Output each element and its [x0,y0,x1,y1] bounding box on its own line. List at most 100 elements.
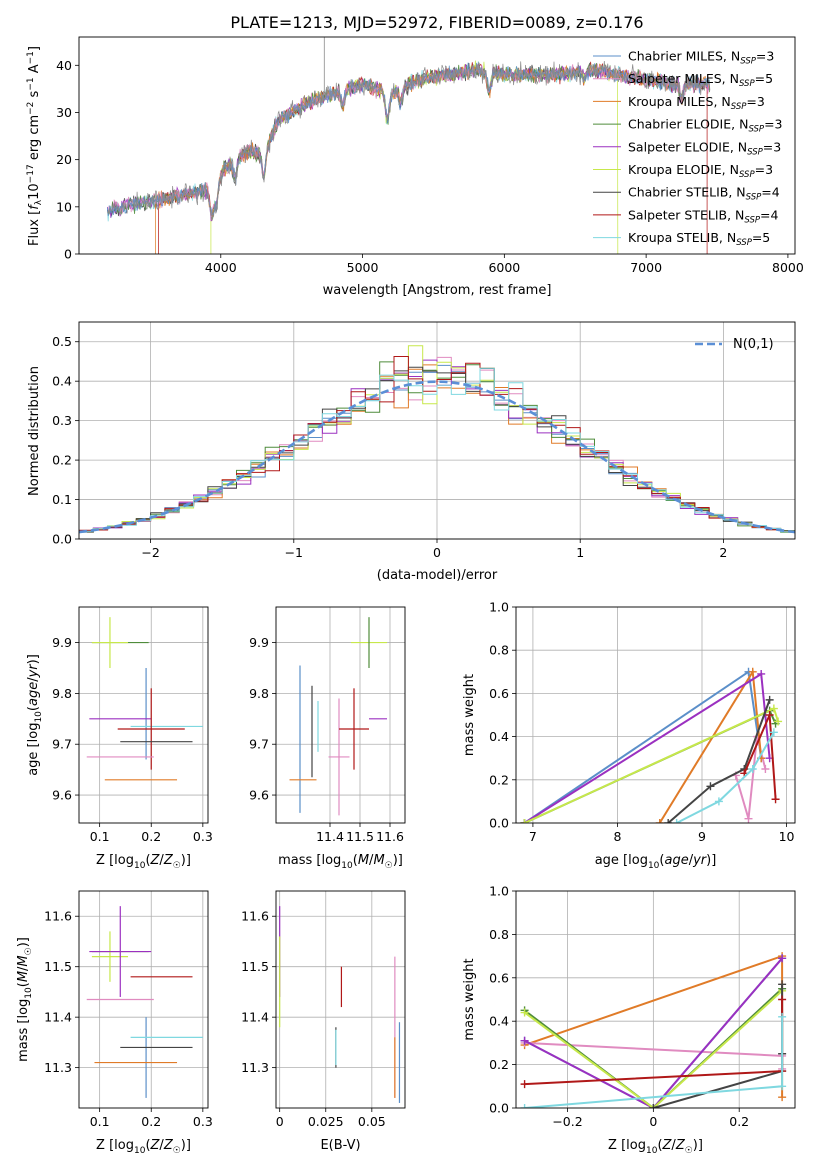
observed-spectrum-line [107,60,711,221]
weight-marker [778,954,787,963]
x-tick-label: 0.05 [358,1114,386,1129]
weight-marker [520,1104,529,1108]
weight-line [524,707,780,823]
x-axis-label: wavelength [Angstrom, rest frame] [323,283,552,298]
weight-marker [655,819,664,823]
axes-frame [275,606,406,824]
y-tick-label: 9.9 [52,635,72,650]
y-tick-label: 0.0 [52,532,72,547]
weight-line [524,990,783,1108]
x-axis-label: E(B-V) [320,1138,360,1153]
y-tick-label: 11.3 [241,1060,269,1075]
weight-marker [748,765,757,773]
y-tick-label: 0.3 [52,413,72,428]
x-tick-label: 11.4 [316,829,344,844]
legend-label: Salpeter STELIB, NSSP=4 [628,207,778,225]
y-tick-label: 11.5 [44,959,72,974]
weight-marker [778,1082,787,1091]
x-tick-label: 5000 [347,260,379,275]
weight-marker [672,819,681,823]
y-tick-label: 9.6 [249,788,269,803]
grid-lines [276,607,405,823]
x-tick-label: 0.2 [141,1114,161,1129]
y-axis-label: Flux [fλ10−17 erg cm−2 s−1 A−1] [26,46,44,246]
x-tick-label: 8 [613,829,621,844]
x-tick-label: 1 [576,545,584,560]
legend-label: Kroupa ELODIE, NSSP=3 [628,162,773,180]
figure-title: PLATE=1213, MJD=52972, FIBERID=0089, z=0… [230,13,643,32]
y-tick-label: 1.0 [489,884,509,899]
weight-line [523,987,783,1108]
weight-line [667,699,771,823]
x-tick-label: 0 [649,1114,657,1129]
legend: Chabrier MILES, NSSP=3 Salpeter MILES, NS… [593,49,783,248]
legend-label: Salpeter ELODIE, NSSP=3 [628,139,781,157]
weight-marker [520,819,529,823]
data-area [107,37,711,254]
y-tick-label: 40 [56,58,72,73]
spectrum-line [158,61,708,254]
y-tick-label: 11.6 [44,909,72,924]
y-tick-label: 20 [56,152,72,167]
y-tick-label: 9.7 [52,737,72,752]
plot-mass-vs-ebv: 0 0.025 0.05 11.3 11.4 11.5 11.6 E(B-V) [241,890,406,1153]
axes-frame [275,890,406,1109]
y-tick-label: 0.0 [489,816,509,831]
x-tick-label: 7000 [630,260,662,275]
legend-label: Kroupa MILES, NSSP=3 [628,94,765,112]
y-tick-label: 0.4 [52,374,72,389]
x-tick-label: 11.5 [346,829,374,844]
grid-lines [79,891,208,1108]
legend-label: Chabrier STELIB, NSSP=4 [628,185,780,203]
weight-marker [765,695,774,704]
weight-marker [744,814,753,823]
x-axis-label: Z [log10(Z/Z☉)] [96,853,191,871]
y-tick-label: 10 [56,199,72,214]
axes-frame [515,890,796,1109]
y-tick-label: 0.6 [489,970,509,985]
spectrum-line [210,60,619,254]
legend-label: Chabrier MILES, NSSP=3 [628,49,774,67]
x-tick-label: 0.3 [193,829,213,844]
y-tick-label: 0.2 [489,772,509,787]
y-tick-label: 0.2 [489,1057,509,1072]
x-tick-label: −0.2 [552,1114,582,1129]
plot-weight-vs-age: 7 8 9 10 0.0 0.2 0.4 0.6 0.8 1.0 age [log10(age/yr… [462,600,796,871]
plot-age-vs-Z: 0.1 0.2 0.3 9.6 9.7 9.8 9.9 Z [log10(Z/Z☉)] age … [26,606,213,871]
weight-marker [774,717,783,726]
y-tick-label: 0.6 [489,686,509,701]
y-tick-label: 0.8 [489,927,509,942]
weight-line [524,957,783,1108]
x-tick-label: 0.3 [193,1114,213,1129]
y-tick-label: 9.8 [249,686,269,701]
y-tick-label: 30 [56,105,72,120]
y-tick-label: 0.4 [489,729,509,744]
weight-marker [778,995,787,1004]
y-axis-label: mass weight [462,958,477,1040]
weight-line [523,672,771,823]
weight-marker [765,711,774,719]
x-axis-label: mass [log10(M/M☉)] [278,853,403,871]
plot-spectrum: 4000 5000 6000 7000 8000 0 10 20 30 40 Chabrier MI… [26,36,804,298]
legend-label: Salpeter MILES, NSSP=5 [628,71,773,89]
x-tick-label: 0.025 [308,1114,344,1129]
weight-marker [761,765,770,773]
y-tick-label: 11.6 [241,909,269,924]
weight-marker [771,795,780,804]
axes-frame [78,890,209,1109]
weight-marker [649,1104,658,1108]
y-tick-label: 11.3 [44,1060,72,1075]
y-tick-label: 0.2 [52,453,72,468]
x-tick-label: 0.2 [729,1114,749,1129]
plot-mass-vs-Z: 0.1 0.2 0.3 11.3 11.4 11.5 11.6 Z [log10(Z/Z☉)]… [16,890,213,1156]
weight-marker [706,782,715,791]
x-tick-label: −1 [285,545,303,560]
weight-marker [778,1012,787,1021]
x-axis-label: Z [log10(Z/Z☉)] [608,1138,703,1156]
x-tick-label: 0.2 [141,829,161,844]
weight-marker [714,797,723,806]
weight-marker [520,1080,529,1089]
x-axis-label: age [log10(age/yr)] [595,853,717,871]
